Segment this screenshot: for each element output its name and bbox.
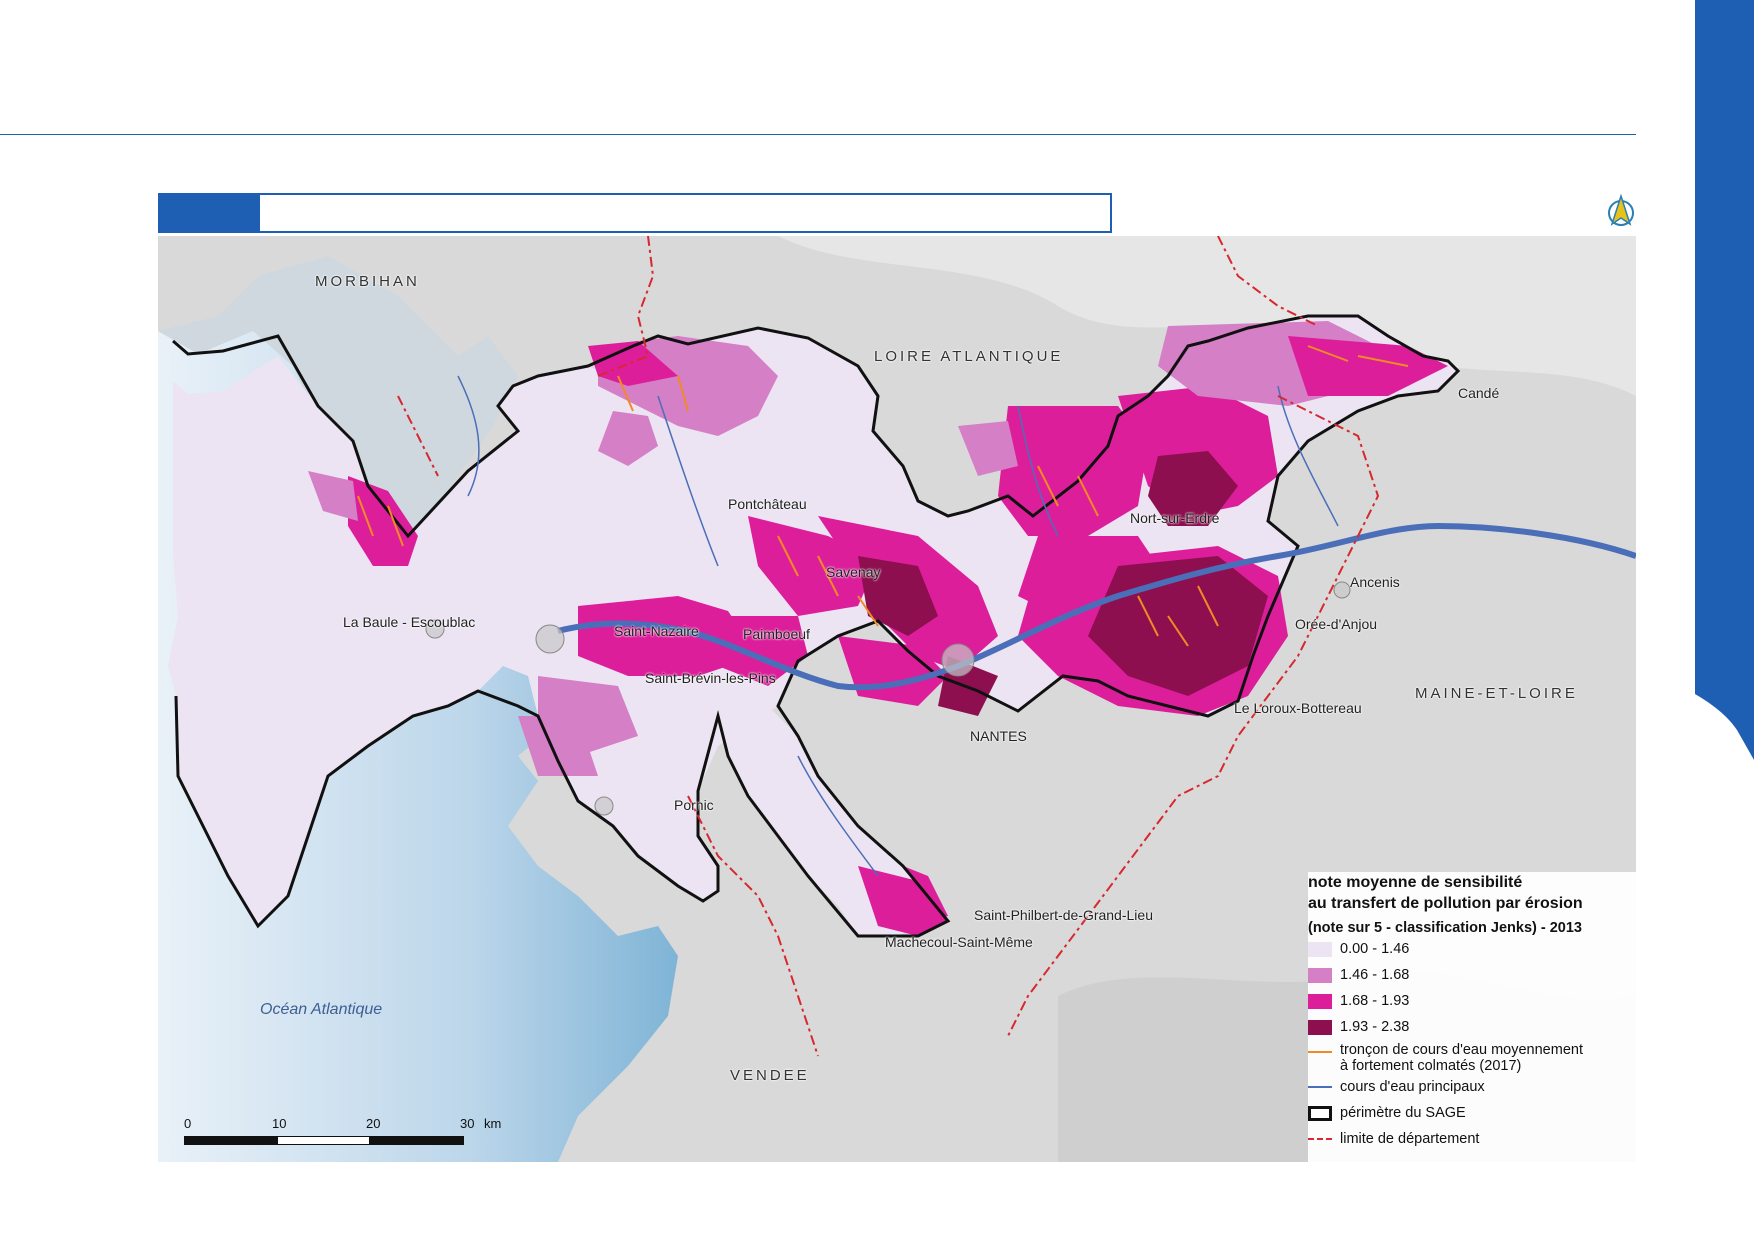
zone-class2 — [958, 421, 1018, 476]
legend-line-colmate — [1308, 1051, 1332, 1053]
department-limits — [397, 236, 1380, 1057]
legend-dept: limite de département — [1308, 1126, 1648, 1152]
legend-sage: périmètre du SAGE — [1308, 1100, 1648, 1126]
legend-class-1: 0.00 - 1.46 — [1308, 936, 1648, 962]
scale-seg-black — [370, 1136, 464, 1145]
legend-swatch — [1308, 941, 1332, 957]
label-maine-et-loire: MAINE-ET-LOIRE — [1415, 685, 1578, 702]
town-saint-philbert: Saint-Philbert-de-Grand-Lieu — [974, 907, 1153, 923]
town-saint-brevin: Saint-Brévin-les-Pins — [645, 670, 776, 686]
town-marker-la-baule — [425, 619, 445, 639]
legend-line-dept — [1308, 1138, 1332, 1140]
map-title-box — [158, 193, 1112, 233]
town-oree-d-anjou: Orée-d'Anjou — [1295, 616, 1378, 632]
north-arrow-icon — [1608, 194, 1634, 226]
label-vendee: VENDEE — [730, 1067, 810, 1084]
zone-class3 — [858, 866, 948, 936]
title-chip — [160, 195, 260, 231]
scale-tick-0: 0 — [184, 1116, 192, 1131]
legend: note moyenne de sensibilité au transfert… — [1308, 872, 1648, 1172]
legend-class-2: 1.46 - 1.68 — [1308, 962, 1648, 988]
town-pornic: Pornic — [674, 797, 714, 813]
legend-swatch — [1308, 993, 1332, 1009]
legend-class-label: 1.93 - 2.38 — [1340, 1019, 1410, 1035]
label-morbihan: MORBIHAN — [315, 273, 420, 290]
town-le-loroux: Le Loroux-Bottereau — [1234, 700, 1362, 716]
label-ocean: Océan Atlantique — [260, 1001, 383, 1018]
zone-class2 — [538, 676, 638, 756]
town-saint-nazaire: Saint-Nazaire — [614, 623, 699, 639]
legend-river-label: cours d'eau principaux — [1340, 1079, 1485, 1095]
legend-colmate: tronçon de cours d'eau moyennement à for… — [1308, 1042, 1648, 1074]
town-savenay: Savenay — [826, 564, 881, 580]
zone-class3 — [348, 476, 418, 566]
town-nort-sur-erdre: Nort-sur-Erdre — [1130, 510, 1220, 526]
legend-river: cours d'eau principaux — [1308, 1074, 1648, 1100]
river-lines — [457, 375, 1339, 877]
legend-colmate-line2: à fortement colmatés (2017) — [1340, 1058, 1522, 1074]
sage-perimeter — [172, 314, 1461, 938]
legend-class-3: 1.68 - 1.93 — [1308, 988, 1648, 1014]
town-marker-saint-nazaire — [535, 624, 565, 654]
legend-class-label: 1.46 - 1.68 — [1340, 967, 1410, 983]
town-pontchateau: Pontchâteau — [728, 496, 807, 512]
town-marker-pornic — [594, 796, 614, 816]
side-tab — [1695, 0, 1754, 760]
loire-river — [557, 522, 1636, 691]
legend-title-line1: note moyenne de sensibilité — [1308, 874, 1523, 891]
town-machecoul: Machecoul-Saint-Même — [885, 934, 1033, 950]
legend-line-river — [1308, 1086, 1332, 1088]
town-nantes: NANTES — [970, 728, 1027, 744]
colmate-lines — [357, 345, 1409, 647]
zone-class3 — [1288, 336, 1448, 396]
legend-colmate-line1: tronçon de cours d'eau moyennement — [1340, 1042, 1583, 1058]
legend-subtitle: (note sur 5 - classification Jenks) - 20… — [1308, 920, 1582, 936]
scale-tick-30: 30 — [460, 1116, 475, 1131]
zone-class3 — [588, 341, 678, 386]
coast-land — [158, 256, 518, 536]
zone-class4 — [858, 556, 938, 636]
label-loire-atlantique: LOIRE ATLANTIQUE — [874, 348, 1064, 365]
town-paimboeuf: Paimboeuf — [743, 626, 810, 642]
scale-seg-white — [277, 1136, 370, 1145]
town-marker-ancenis — [1333, 581, 1351, 599]
zone-class3 — [578, 596, 758, 676]
legend-class-label: 1.68 - 1.93 — [1340, 993, 1410, 1009]
scale-unit: km — [484, 1116, 502, 1131]
zone-class2 — [598, 411, 658, 466]
zone-class4 — [1148, 451, 1238, 526]
legend-swatch — [1308, 1019, 1332, 1035]
legend-class-4: 1.93 - 2.38 — [1308, 1014, 1648, 1040]
scale-tick-10: 10 — [272, 1116, 287, 1131]
legend-sage-label: périmètre du SAGE — [1340, 1105, 1466, 1121]
legend-dept-label: limite de département — [1340, 1131, 1480, 1147]
scale-bar: 0 10 20 30 km — [184, 1116, 501, 1156]
zone-class2 — [308, 471, 358, 521]
town-marker-nantes — [941, 643, 975, 677]
scale-seg-black — [184, 1136, 277, 1145]
town-cande: Candé — [1458, 385, 1500, 401]
legend-swatch — [1308, 967, 1332, 983]
scale-tick-20: 20 — [366, 1116, 381, 1131]
legend-class-label: 0.00 - 1.46 — [1340, 941, 1410, 957]
town-ancenis: Ancenis — [1350, 574, 1400, 590]
header-rule — [0, 134, 1636, 135]
legend-title-line2: au transfert de pollution par érosion — [1308, 895, 1583, 912]
legend-swatch-sage — [1308, 1105, 1332, 1121]
town-la-baule: La Baule - Escoublac — [343, 614, 476, 630]
